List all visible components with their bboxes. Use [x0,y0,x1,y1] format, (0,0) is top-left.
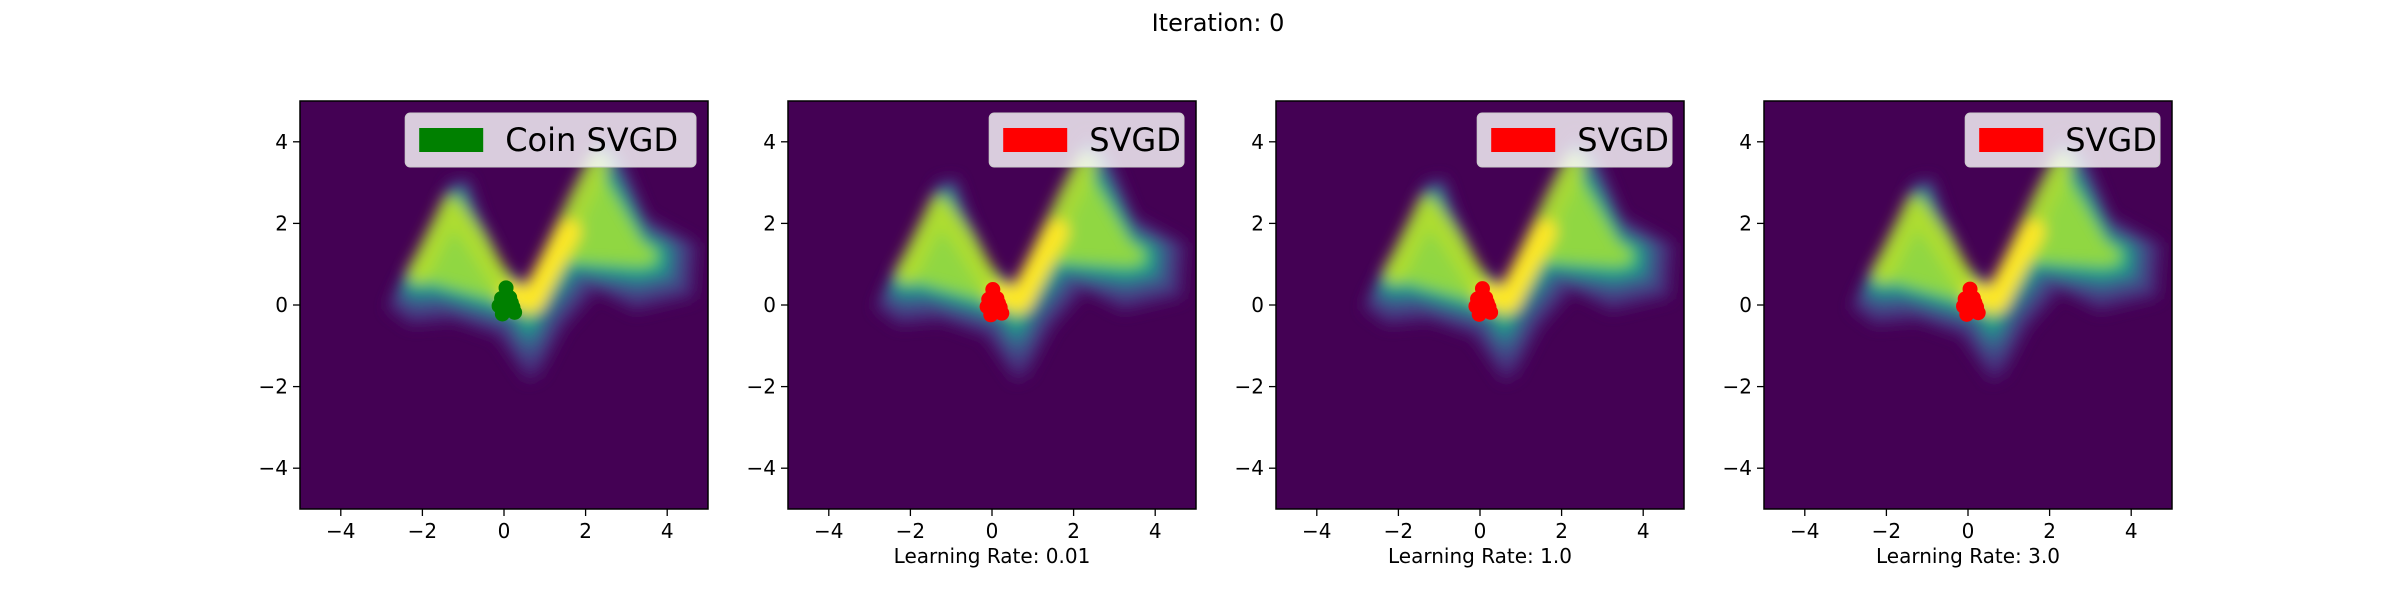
x-tick-label: 0 [1962,519,1975,543]
particle-series [979,281,1010,323]
legend-swatch [1491,128,1556,152]
x-tick-label: −4 [1790,519,1819,543]
y-tick-label: 0 [763,293,776,317]
particle-series [491,280,523,322]
y-tick-label: −4 [1723,456,1752,480]
x-tick-label: 4 [661,519,674,543]
legend: SVGD [988,112,1185,168]
legend-label: SVGD [1577,121,1669,159]
density-contours [1849,133,2164,383]
y-tick-label: −4 [1235,456,1264,480]
y-tick-label: 2 [275,211,288,235]
x-tick-label: −4 [326,519,355,543]
y-tick-label: 2 [1739,211,1752,235]
particle-point [992,299,1008,315]
legend-box [404,112,697,168]
legend-box [1476,112,1673,168]
x-tick-label: 0 [986,519,999,543]
legend-swatch [419,128,484,152]
x-tick-label: 0 [1474,519,1487,543]
y-tick-label: 2 [1251,211,1264,235]
density-level-7 [1875,171,2120,316]
particle-series [1956,281,1986,322]
density-level-7 [1387,171,1632,316]
density-contours [1361,133,1676,383]
particle-series [1468,281,1499,322]
density-peak [988,219,1070,313]
x-tick-label: −2 [408,519,437,543]
x-axis-label: Learning Rate: 3.0 [1876,544,2060,568]
density-layers [873,133,1188,383]
x-tick-label: 0 [498,519,511,543]
legend: SVGD [1964,112,2161,168]
figure-suptitle: Iteration: 0 [1152,9,1285,37]
density-level-7 [899,171,1144,316]
y-tick-label: 4 [763,130,776,154]
x-tick-label: 2 [2043,519,2056,543]
particle-point [1969,299,1985,315]
legend-label: Coin SVGD [505,121,678,159]
y-tick-label: −4 [747,456,776,480]
legend-label: SVGD [2065,121,2157,159]
x-axis-label: Learning Rate: 1.0 [1388,544,1572,568]
legend-label: SVGD [1089,121,1181,159]
x-tick-label: −2 [1872,519,1901,543]
density-layers [385,133,700,383]
y-tick-label: −2 [1723,375,1752,399]
y-tick-label: −2 [747,375,776,399]
x-axis-label: Learning Rate: 0.01 [894,544,1091,568]
legend: Coin SVGD [404,112,697,168]
y-tick-label: −4 [259,456,288,480]
density-contours [385,133,700,383]
particle-point [505,299,521,315]
x-tick-label: −2 [896,519,925,543]
y-tick-label: 4 [275,130,288,154]
density-contours [873,133,1188,383]
x-tick-label: 4 [1149,519,1162,543]
x-tick-label: −4 [814,519,843,543]
x-tick-label: 2 [1067,519,1080,543]
legend: SVGD [1476,112,1673,168]
subplot-4: −4 −2 0 2 4 −4 −2 0 2 4 Learning Rate: 3.0 SVGD [1723,100,2173,568]
y-tick-label: 4 [1739,130,1752,154]
x-tick-label: 2 [1555,519,1568,543]
y-tick-label: −2 [1235,375,1264,399]
y-tick-label: 0 [1739,293,1752,317]
x-tick-label: −2 [1384,519,1413,543]
particle-point [1481,299,1497,315]
x-tick-label: 4 [2125,519,2138,543]
subplot-3: −4 −2 0 2 4 −4 −2 0 2 4 Learning Rate: 1.0 SVGD [1235,100,1685,568]
y-tick-label: 0 [1251,293,1264,317]
legend-swatch [1979,128,2044,152]
subplot-1: −4 −2 0 2 4 −4 −2 0 2 4 Coin SVGD [259,100,709,543]
y-tick-label: 4 [1251,130,1264,154]
density-layers [1361,133,1676,383]
x-tick-label: 2 [579,519,592,543]
legend-box [988,112,1185,168]
subplot-2: −4 −2 0 2 4 −4 −2 0 2 4 Learning Rate: 0.01 SVGD [747,100,1197,568]
y-tick-label: −2 [259,375,288,399]
legend-box [1964,112,2161,168]
y-tick-label: 0 [275,293,288,317]
density-peak [1476,219,1558,313]
x-tick-label: −4 [1302,519,1331,543]
density-level-7 [411,171,656,316]
density-layers [1849,133,2164,383]
density-peak [500,219,582,313]
y-tick-label: 2 [763,211,776,235]
density-peak [1964,219,2046,313]
x-tick-label: 4 [1637,519,1650,543]
legend-swatch [1003,128,1068,152]
